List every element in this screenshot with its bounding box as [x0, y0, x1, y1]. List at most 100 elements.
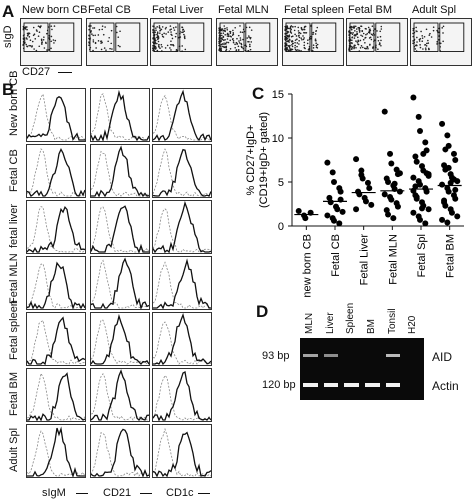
facs-dot	[360, 25, 363, 28]
facs-dot	[287, 40, 289, 42]
facs-dot	[38, 26, 41, 28]
panel-b-row-label: Fetal BM	[8, 371, 20, 416]
facs-dot	[287, 45, 289, 47]
facs-dot	[290, 48, 293, 51]
facs-dot	[105, 49, 107, 51]
data-point	[366, 185, 373, 192]
facs-dot	[53, 42, 55, 44]
facs-dot	[239, 25, 241, 27]
facs-dot	[359, 47, 362, 49]
facs-dot	[301, 38, 303, 41]
facs-dot	[286, 48, 289, 50]
facs-dot	[37, 35, 40, 37]
facs-dot	[31, 46, 33, 48]
facs-dot	[353, 44, 356, 47]
facs-dot	[235, 49, 238, 51]
facs-dot	[152, 25, 154, 27]
facs-dot	[369, 44, 371, 46]
data-point	[439, 120, 446, 127]
facs-dot	[46, 49, 48, 51]
facs-dot	[109, 47, 111, 50]
facs-dot	[182, 31, 184, 34]
panel-letter-d: D	[256, 302, 269, 321]
facs-dot	[34, 38, 37, 40]
facs-dot	[41, 42, 43, 44]
facs-dot	[156, 49, 159, 52]
facs-dot	[302, 35, 304, 37]
facs-dot	[415, 26, 417, 29]
facs-dot	[287, 31, 290, 33]
histogram-panel	[26, 368, 86, 422]
facs-dot	[296, 45, 298, 48]
data-point	[331, 179, 337, 185]
facs-dot	[97, 40, 100, 42]
x-tick-label: Fetal BM	[445, 234, 457, 278]
y-tick-label: 15	[272, 89, 284, 101]
data-point	[439, 216, 446, 223]
facs-dot	[92, 49, 94, 52]
facs-dot	[432, 29, 435, 32]
facs-dot	[152, 41, 154, 44]
facs-dot	[24, 28, 27, 30]
facs-dot	[303, 31, 305, 34]
facs-dot	[230, 35, 233, 38]
data-point	[353, 156, 360, 163]
facs-dot	[158, 25, 161, 27]
facs-dot	[159, 32, 161, 34]
facs-dot	[238, 40, 240, 42]
facs-dot	[353, 37, 356, 39]
facs-dot	[300, 37, 303, 39]
facs-dot	[249, 48, 252, 51]
facs-dot	[427, 39, 429, 42]
x-tick-label: new born CB	[301, 234, 313, 298]
histogram-curve	[153, 258, 211, 310]
facs-dot	[360, 34, 362, 37]
facs-dot	[154, 42, 156, 45]
facs-dot	[289, 26, 292, 29]
facs-dot	[115, 25, 118, 28]
facs-dot	[232, 40, 235, 42]
facs-dot	[361, 35, 364, 37]
data-point	[329, 169, 336, 176]
facs-dot	[286, 46, 288, 49]
facs-dot	[111, 48, 113, 50]
facs-dot	[102, 33, 105, 36]
facs-dot	[348, 49, 350, 51]
facs-dot	[361, 46, 364, 49]
facs-dot	[242, 38, 244, 41]
facs-dot	[291, 45, 294, 48]
aid-band	[323, 354, 339, 357]
histogram-panel	[90, 424, 150, 478]
facs-dot	[297, 26, 300, 29]
facs-dot	[380, 39, 382, 42]
facs-dot	[28, 36, 31, 38]
gate-left	[349, 22, 375, 52]
histogram-control-curve	[152, 427, 212, 477]
histogram-panel	[152, 200, 212, 254]
facs-dot	[159, 29, 162, 32]
facs-dot	[424, 44, 426, 46]
facs-dot	[241, 31, 244, 34]
facs-dot	[172, 27, 175, 29]
facs-dot	[303, 41, 306, 44]
facs-dot	[88, 37, 90, 40]
facs-dot	[237, 45, 240, 48]
facs-dot	[157, 44, 160, 46]
gel-lane-label: BM	[366, 319, 377, 334]
facs-dot	[99, 40, 102, 43]
facs-dot	[289, 31, 292, 33]
facs-dot	[286, 25, 289, 27]
histogram-control-curve	[26, 148, 86, 197]
panel-b-row-label: Fetal spleen	[8, 300, 20, 360]
facs-dot	[157, 40, 160, 43]
facs-dot	[220, 32, 222, 35]
facs-dot	[234, 43, 236, 46]
histogram-control-curve	[26, 263, 86, 309]
histogram-curve	[91, 145, 150, 198]
facs-dot	[222, 32, 225, 34]
facs-dot	[296, 42, 299, 44]
gate-right	[311, 22, 337, 52]
data-point	[445, 188, 452, 195]
facs-dot	[303, 37, 305, 39]
gate-left	[413, 22, 439, 52]
